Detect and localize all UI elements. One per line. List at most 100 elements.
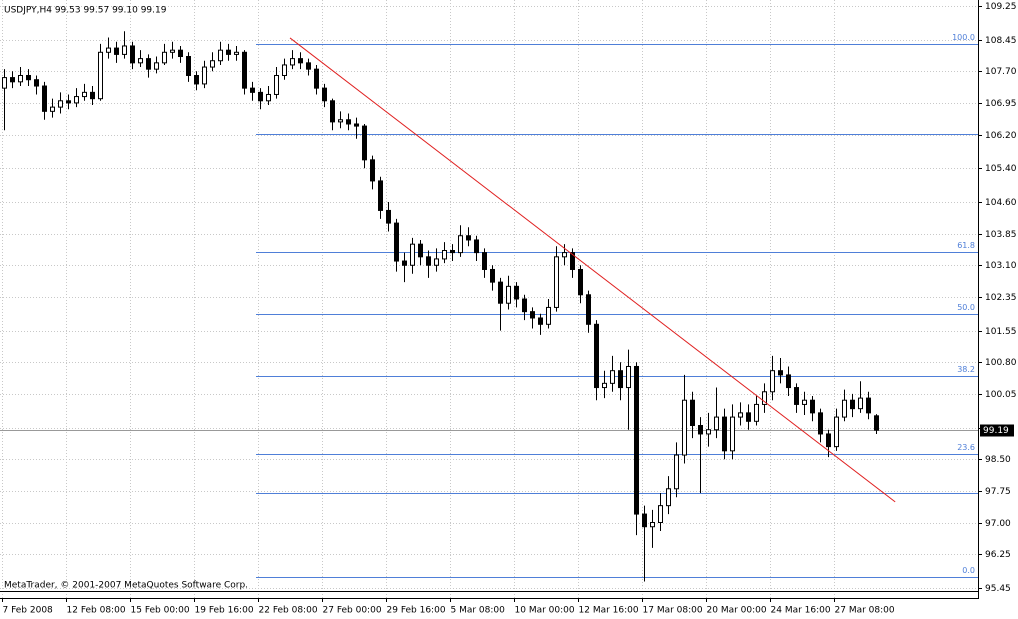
grid [0,0,978,598]
y-tick-label: 102.35 [985,293,1017,303]
candle-body [26,74,31,81]
y-tick-label: 100.80 [985,358,1017,368]
candle-body [578,268,583,296]
candle-body [330,100,335,123]
candle-body [570,252,575,270]
candle-body [498,281,503,304]
candle-body [874,415,879,431]
candle-body [786,374,791,389]
candle-body [762,391,767,405]
candle-body [634,365,639,515]
candle-body [386,209,391,224]
candle-body [394,222,399,262]
candle-body [10,77,15,83]
candle-body [314,68,319,89]
candle-body [154,62,159,70]
candle-body [274,74,279,95]
x-tick-label: 5 Mar 08:00 [451,606,506,616]
candle-body [282,64,287,76]
candle-body [378,180,383,211]
candle-body [426,256,431,266]
x-tick-label: 27 Mar 08:00 [835,606,895,616]
candle-body [146,58,151,70]
candle-body [194,74,199,85]
candle-body [234,51,239,55]
candle-body [266,93,271,102]
candle-body [58,100,63,108]
candle-body [362,125,367,161]
y-tick-label: 100.05 [985,390,1017,400]
candle-body [722,416,727,452]
y-tick-label: 101.55 [985,327,1017,337]
candle-body [546,306,551,325]
candle-body [442,250,447,260]
candle-body [826,433,831,448]
x-tick-label: 12 Feb 08:00 [67,606,126,616]
candle-body [586,294,591,325]
candle-body [18,74,23,83]
y-tick-label: 97.00 [985,519,1011,529]
y-tick-label: 109.25 [985,2,1017,12]
candle-body [514,285,519,300]
candle-body [466,235,471,241]
candle-body [298,58,303,64]
candle-body [82,91,87,98]
y-tick-label: 108.45 [985,36,1017,46]
x-tick-label: 17 Mar 08:00 [643,606,703,616]
candle-body [706,429,711,435]
candle-body [754,403,759,422]
candle-body [602,382,607,389]
candle-body [698,425,703,435]
candle-body [626,365,631,389]
candle-body [306,62,311,70]
candle-body [794,387,799,405]
price-box-label: 99.19 [983,426,1009,436]
candle-body [858,397,863,410]
candle-body [666,488,671,507]
candle-body [594,323,599,389]
candle-body [370,159,375,182]
candle-body [610,370,615,384]
x-tick-label: 24 Mar 16:00 [771,606,831,616]
chart-title: USDJPY,H4 99.53 99.57 99.10 99.19 [4,6,167,16]
candle-body [770,370,775,393]
y-tick-label: 107.70 [985,67,1017,77]
candle-body [482,252,487,270]
candle-body [226,49,231,55]
candle-body [122,45,127,55]
candle-body [434,258,439,266]
candle-body [810,399,815,414]
y-tick-label: 105.40 [985,164,1017,174]
watermark: MetaTrader, © 2001-2007 MetaQuotes Softw… [4,581,248,591]
candle-body [338,119,343,123]
candle-body [522,298,527,313]
candle-body [410,243,415,266]
candle-body [162,51,167,64]
candle-body [618,370,623,389]
x-tick-label: 27 Feb 00:00 [323,606,382,616]
candle-body [490,268,495,283]
candle-body [130,45,135,64]
candle-body [402,260,407,266]
price-box [980,424,1014,437]
x-tick-label: 19 Feb 16:00 [195,606,254,616]
fibo-label: 61.8 [957,241,975,250]
candle-body [714,416,719,431]
candle-body [818,412,823,435]
fibo-label: 0.0 [962,566,975,575]
y-tick-label: 106.20 [985,131,1017,141]
candle-body [50,106,55,112]
candle-body [458,235,463,254]
candle-body [2,77,7,89]
candle-body [642,513,647,528]
candle-body [450,250,455,254]
candle-body [242,51,247,89]
y-tick-label: 104.60 [985,198,1017,208]
y-tick-label: 97.75 [985,487,1011,497]
candle-body [34,79,39,87]
x-tick-label: 12 Mar 16:00 [579,606,639,616]
candle-body [658,505,663,524]
candle-body [842,399,847,418]
